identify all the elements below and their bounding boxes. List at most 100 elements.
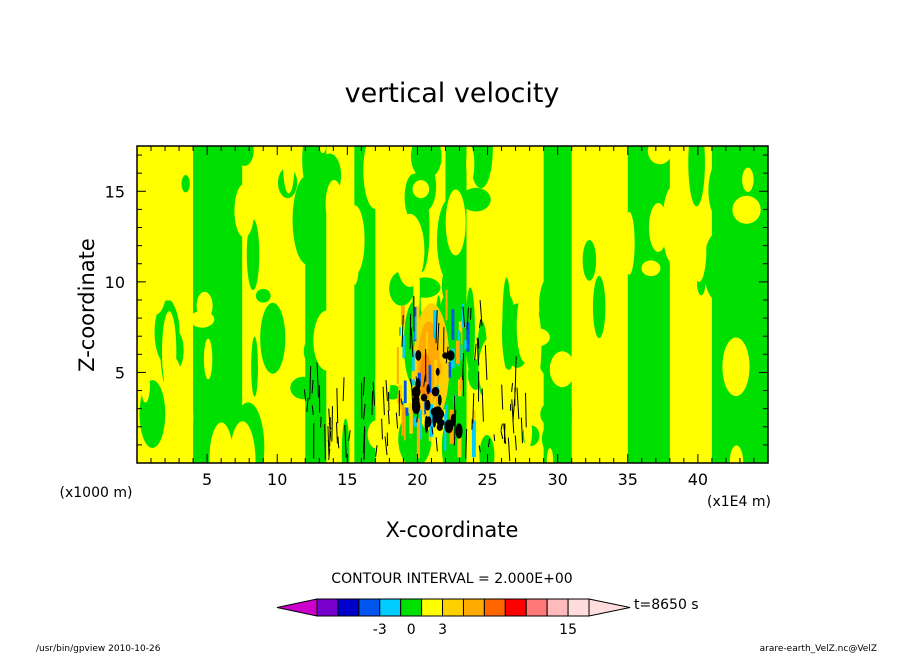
contour-line	[401, 315, 404, 347]
contour-line	[328, 422, 332, 430]
contour-line	[514, 356, 517, 392]
contour-blob	[234, 184, 255, 238]
contour-line	[387, 392, 390, 411]
contour-line	[500, 423, 503, 431]
contour-streak	[417, 418, 421, 443]
x-axis-unit: (x1E4 m)	[707, 494, 771, 510]
contour-line	[516, 387, 520, 420]
x-tick-label: 5	[202, 470, 212, 489]
contour-line	[435, 367, 440, 376]
x-tick-label: 25	[477, 470, 497, 489]
contour-line	[442, 352, 449, 359]
contour-line	[435, 310, 438, 344]
contour-blob	[363, 146, 388, 209]
contour-blob	[630, 413, 642, 426]
contour-streak	[399, 327, 401, 336]
contour-line	[327, 440, 330, 450]
contour-line	[476, 337, 480, 366]
contour-line	[431, 426, 434, 435]
contour-line	[342, 377, 345, 402]
contour-line	[493, 434, 496, 442]
contour-line	[437, 322, 440, 351]
contour-blob	[292, 289, 302, 337]
contour-line	[400, 398, 403, 406]
contour-blob	[183, 399, 194, 435]
contour-streak	[434, 360, 438, 396]
contour-streak	[451, 309, 455, 340]
y-axis-ticks: 5 10 15	[105, 154, 768, 446]
contour-blob	[412, 180, 430, 199]
contour-line	[455, 423, 463, 439]
contour-streak	[460, 326, 463, 359]
contour-line	[303, 389, 307, 401]
contour-blob	[641, 260, 661, 277]
contour-blob	[313, 310, 342, 371]
contour-blob	[375, 345, 389, 423]
contour-line	[435, 437, 438, 452]
contour-line	[331, 406, 333, 442]
colorbar-tick-label: 15	[559, 622, 577, 638]
contour-blob	[591, 338, 598, 385]
contour-streak	[418, 409, 423, 440]
contour-line	[328, 408, 331, 437]
contour-blob	[498, 244, 516, 263]
contour-blob	[483, 263, 493, 303]
colorbar-segment	[546, 598, 569, 617]
y-tick-label: 15	[105, 182, 125, 201]
contour-blob	[269, 273, 291, 294]
contour-line	[503, 423, 506, 444]
contour-streak	[402, 335, 405, 359]
contour-line	[411, 386, 421, 398]
contour-line	[507, 437, 511, 462]
contour-streak	[461, 304, 465, 328]
colorbar-segment	[442, 598, 464, 617]
colorbar-tick-label: 0	[407, 622, 416, 638]
contour-line	[385, 379, 388, 402]
contour-blob	[502, 277, 511, 369]
x-tick-label: 40	[688, 470, 708, 489]
contour-streak	[429, 404, 434, 437]
footer-right: arare-earth_VelZ.nc@VelZ	[760, 644, 877, 654]
contour-blob	[137, 302, 146, 315]
contour-line	[423, 374, 426, 387]
contour-blob	[144, 254, 168, 315]
contour-blob	[469, 146, 493, 189]
colorbar-tick-label: -3	[373, 622, 387, 638]
contour-line	[384, 436, 388, 456]
contour-blob	[732, 195, 761, 224]
contour-blob	[479, 435, 495, 463]
colorbar-segment	[504, 598, 527, 617]
colorbar-segment	[358, 598, 381, 617]
plot-frame	[136, 145, 769, 464]
contour-blob	[260, 302, 286, 374]
contour-line	[478, 445, 481, 453]
contour-line	[363, 428, 366, 460]
contour-line	[362, 403, 366, 420]
contour-blob	[137, 146, 150, 168]
x-tick-label: 15	[337, 470, 357, 489]
contour-streak	[409, 402, 413, 434]
contour-line	[520, 417, 524, 444]
contour-line	[446, 350, 455, 361]
contour-blob	[688, 146, 705, 207]
contour-blob	[190, 310, 215, 328]
contour-streak	[424, 401, 427, 415]
contour-line	[474, 343, 477, 361]
contour-blob	[325, 179, 343, 229]
contour-line	[382, 386, 385, 416]
contour-blob	[546, 448, 554, 463]
contour-streak	[412, 350, 415, 386]
contour-line	[436, 423, 443, 431]
contour-line	[381, 418, 383, 440]
contour-streak	[457, 426, 462, 458]
contour-streak	[457, 379, 462, 397]
contour-blob	[653, 383, 669, 430]
contour-line	[424, 399, 431, 411]
contour-streak	[405, 407, 409, 416]
contour-line	[514, 435, 517, 451]
contour-line	[344, 424, 347, 458]
contour-line	[472, 393, 475, 424]
contour-streak	[471, 419, 476, 458]
contour-line	[481, 388, 484, 422]
colorbar-segment	[525, 598, 548, 617]
